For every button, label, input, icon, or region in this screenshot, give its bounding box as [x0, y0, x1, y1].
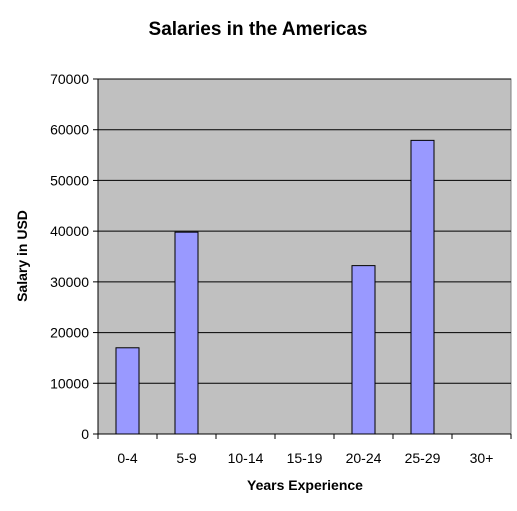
- x-tick-label: 0-4: [117, 450, 137, 466]
- plot-area: [97, 78, 512, 435]
- x-tick-label: 10-14: [228, 450, 264, 466]
- x-tick-label: 5-9: [176, 450, 196, 466]
- bars: [115, 139, 435, 435]
- y-tick-label: 70000: [50, 71, 89, 87]
- x-axis-label: Years Experience: [247, 477, 363, 493]
- x-tick-label: 15-19: [287, 450, 323, 466]
- y-axis-label: Salary in USD: [14, 210, 30, 302]
- chart-title: Salaries in the Americas: [149, 19, 368, 40]
- bar-0-4: [115, 347, 140, 435]
- x-tick-label: 20-24: [346, 450, 382, 466]
- x-axis: 0-4 5-9 10-14 15-19 20-24 25-29 30+: [97, 433, 512, 466]
- bar-20-24: [351, 265, 376, 435]
- y-tick-label: 30000: [50, 274, 89, 290]
- y-tick-label: 10000: [50, 375, 89, 391]
- y-tick-label: 0: [81, 426, 89, 442]
- y-tick-label: 20000: [50, 325, 89, 341]
- y-axis: 0 10000 20000 30000 40000 50000 60000 70000: [50, 71, 99, 442]
- y-tick-label: 40000: [50, 223, 89, 239]
- gridlines: [98, 78, 511, 384]
- x-tick-label: 30+: [470, 450, 494, 466]
- bar-25-29: [410, 139, 435, 435]
- y-tick-label: 60000: [50, 122, 89, 138]
- x-tick-label: 25-29: [405, 450, 441, 466]
- y-tick-label: 50000: [50, 172, 89, 188]
- bar-5-9: [174, 231, 199, 435]
